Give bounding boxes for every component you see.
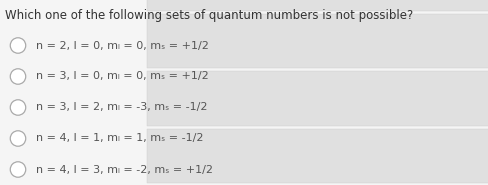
Text: n = 2, l = 0, mₗ = 0, mₛ = +1/2: n = 2, l = 0, mₗ = 0, mₛ = +1/2 (36, 41, 208, 51)
Circle shape (10, 131, 26, 146)
Circle shape (10, 100, 26, 115)
Text: n = 4, l = 3, mₗ = -2, mₛ = +1/2: n = 4, l = 3, mₗ = -2, mₛ = +1/2 (36, 164, 213, 174)
Circle shape (10, 69, 26, 84)
Circle shape (10, 162, 26, 177)
Text: Which one of the following sets of quantum numbers is not possible?: Which one of the following sets of quant… (5, 9, 412, 21)
Text: n = 3, l = 0, mₗ = 0, mₛ = +1/2: n = 3, l = 0, mₗ = 0, mₛ = +1/2 (36, 71, 208, 82)
Circle shape (10, 38, 26, 53)
Text: n = 4, l = 1, mₗ = 1, mₛ = -1/2: n = 4, l = 1, mₗ = 1, mₛ = -1/2 (36, 134, 203, 144)
Text: n = 3, l = 2, mₗ = -3, mₛ = -1/2: n = 3, l = 2, mₗ = -3, mₛ = -1/2 (36, 102, 207, 112)
